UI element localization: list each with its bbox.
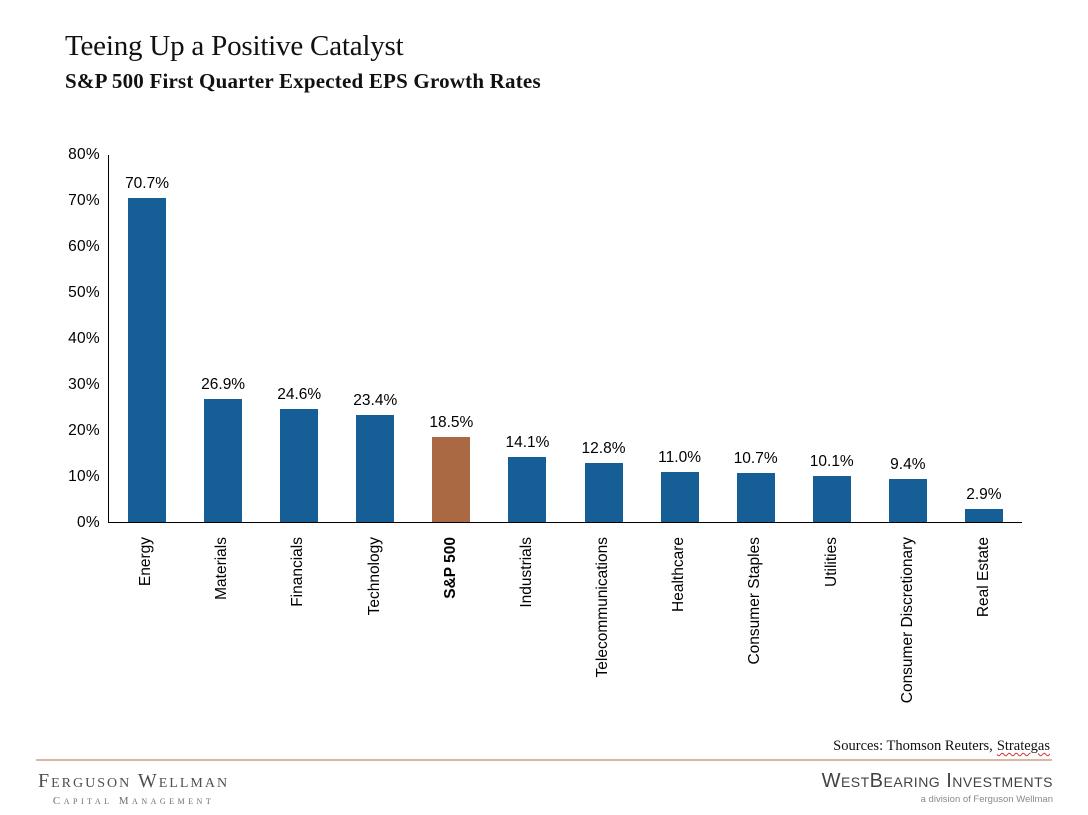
x-label-col-technology: Technology bbox=[337, 525, 413, 740]
bar-industrials bbox=[508, 457, 547, 522]
bar-value-label-s-p-500: 18.5% bbox=[429, 414, 474, 432]
x-label-col-utilities: Utilities bbox=[794, 525, 870, 740]
bar-column-s-p-500: 18.5% bbox=[413, 155, 489, 522]
bar-consumer-staples bbox=[736, 472, 775, 522]
bar-value-label-industrials: 14.1% bbox=[505, 434, 550, 452]
bar-value-label-materials: 26.9% bbox=[201, 375, 246, 393]
bar-s-p-500 bbox=[432, 437, 471, 522]
x-label-col-energy: Energy bbox=[108, 525, 184, 740]
x-label-energy: Energy bbox=[137, 537, 155, 587]
x-label-industrials: Industrials bbox=[517, 537, 535, 608]
sources-strategas: Strategas bbox=[996, 738, 1050, 754]
x-label-technology: Technology bbox=[365, 537, 383, 616]
bar-column-materials: 26.9% bbox=[185, 155, 261, 522]
bar-column-technology: 23.4% bbox=[337, 155, 413, 522]
x-label-col-telecommunications: Telecommunications bbox=[565, 525, 641, 740]
bar-column-consumer-staples: 10.7% bbox=[718, 155, 794, 522]
x-label-col-financials: Financials bbox=[260, 525, 336, 740]
y-tick-label: 20% bbox=[68, 422, 100, 439]
y-tick-label: 70% bbox=[68, 192, 100, 209]
y-tick-label: 80% bbox=[68, 146, 100, 163]
bar-consumer-discretionary bbox=[888, 478, 927, 522]
sources-text: Sources: Thomson Reuters, bbox=[833, 738, 993, 754]
x-label-col-s-p-500: S&P 500 bbox=[413, 525, 489, 740]
bar-healthcare bbox=[660, 471, 699, 522]
bar-column-consumer-discretionary: 9.4% bbox=[870, 155, 946, 522]
page-subtitle: S&P 500 First Quarter Expected EPS Growt… bbox=[65, 69, 541, 93]
ferguson-wellman-tagline: Capital Management bbox=[52, 795, 215, 807]
x-label-col-materials: Materials bbox=[184, 525, 260, 740]
y-tick-label: 50% bbox=[68, 284, 100, 301]
bar-value-label-consumer-staples: 10.7% bbox=[733, 449, 778, 467]
bar-value-label-utilities: 10.1% bbox=[809, 452, 854, 470]
bar-telecommunications bbox=[584, 463, 623, 522]
x-label-materials: Materials bbox=[213, 537, 231, 600]
x-label-col-consumer-discretionary: Consumer Discretionary bbox=[870, 525, 946, 740]
y-tick-label: 30% bbox=[68, 376, 100, 393]
bar-value-label-telecommunications: 12.8% bbox=[581, 440, 626, 458]
x-label-col-real-estate: Real Estate bbox=[946, 525, 1022, 740]
bar-materials bbox=[204, 398, 243, 522]
footer-divider bbox=[36, 759, 1052, 761]
x-label-col-consumer-staples: Consumer Staples bbox=[717, 525, 793, 740]
y-tick-label: 60% bbox=[68, 238, 100, 255]
bar-column-financials: 24.6% bbox=[261, 155, 337, 522]
bar-financials bbox=[280, 409, 319, 522]
bar-technology bbox=[356, 414, 395, 522]
bar-energy bbox=[128, 197, 167, 522]
x-label-col-industrials: Industrials bbox=[489, 525, 565, 740]
x-label-telecommunications: Telecommunications bbox=[594, 537, 612, 678]
x-label-s-p-500: S&P 500 bbox=[441, 537, 459, 599]
y-tick-label: 40% bbox=[68, 330, 100, 347]
westbearing-tagline: a division of Ferguson Wellman bbox=[920, 794, 1053, 805]
y-tick-label: 0% bbox=[76, 514, 100, 531]
ferguson-wellman-name: Ferguson Wellman bbox=[38, 770, 230, 792]
x-label-real-estate: Real Estate bbox=[974, 537, 992, 618]
bar-value-label-consumer-discretionary: 9.4% bbox=[890, 455, 926, 473]
x-label-financials: Financials bbox=[289, 537, 307, 607]
header: Teeing Up a Positive Catalyst S&P 500 Fi… bbox=[65, 30, 541, 94]
bar-utilities bbox=[812, 475, 851, 522]
bars-container: 70.7% 26.9% 24.6% 23.4% 18.5% 14.1% 12.8% 11.0%… bbox=[109, 155, 1022, 522]
bar-real-estate bbox=[964, 508, 1003, 522]
bar-column-real-estate: 2.9% bbox=[946, 155, 1022, 522]
plot-area: 70.7% 26.9% 24.6% 23.4% 18.5% 14.1% 12.8% 11.0%… bbox=[108, 155, 1022, 523]
x-axis-labels: Energy Materials Financials Technology S&P 5… bbox=[108, 525, 1022, 740]
y-tick-label: 10% bbox=[68, 468, 100, 485]
sources-note: Sources: Thomson Reuters, Strategas bbox=[833, 738, 1050, 755]
y-axis: 0% 10% 20% 30% 40% 50% 60% 70% 80% bbox=[28, 146, 100, 531]
bar-value-label-energy: 70.7% bbox=[125, 174, 170, 192]
bar-value-label-healthcare: 11.0% bbox=[658, 448, 701, 466]
westbearing-name: WestBearing Investments bbox=[821, 770, 1053, 792]
bar-value-label-financials: 24.6% bbox=[277, 386, 322, 404]
bar-column-energy: 70.7% bbox=[109, 155, 185, 522]
eps-growth-chart: 0% 10% 20% 30% 40% 50% 60% 70% 80% 70.7% 26.9% 24.… bbox=[0, 140, 1088, 740]
x-label-consumer-staples: Consumer Staples bbox=[746, 537, 764, 665]
page-title: Teeing Up a Positive Catalyst bbox=[65, 30, 404, 62]
x-label-healthcare: Healthcare bbox=[670, 537, 688, 612]
x-label-utilities: Utilities bbox=[822, 537, 840, 587]
bar-column-industrials: 14.1% bbox=[489, 155, 565, 522]
ferguson-wellman-logo: Ferguson Wellman Capital Management bbox=[38, 770, 229, 807]
bar-value-label-technology: 23.4% bbox=[353, 391, 398, 409]
bar-value-label-real-estate: 2.9% bbox=[966, 485, 1002, 503]
x-label-consumer-discretionary: Consumer Discretionary bbox=[898, 537, 916, 704]
bar-column-utilities: 10.1% bbox=[794, 155, 870, 522]
bar-column-healthcare: 11.0% bbox=[642, 155, 718, 522]
westbearing-logo: WestBearing Investments a division of Fe… bbox=[822, 770, 1053, 805]
bar-column-telecommunications: 12.8% bbox=[565, 155, 641, 522]
x-label-col-healthcare: Healthcare bbox=[641, 525, 717, 740]
